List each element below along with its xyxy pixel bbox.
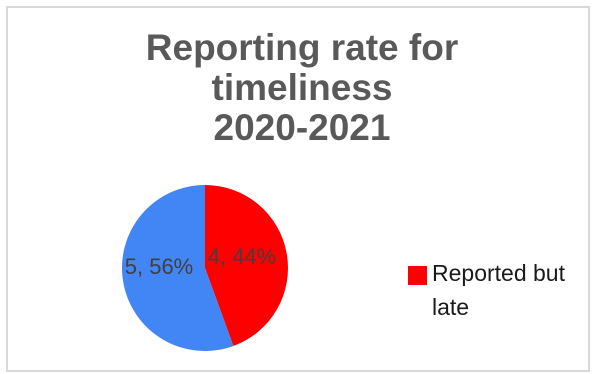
pie-data-label-2: 5, 56% (125, 254, 194, 279)
pie-data-label-1: 4, 44% (208, 244, 277, 269)
legend-swatch-reported-late (408, 266, 427, 285)
legend: Reported but late (402, 256, 582, 328)
title-line-2: timeliness (211, 67, 393, 108)
title-line-3: 2020-2021 (213, 107, 391, 148)
chart-title: Reporting rate for timeliness 2020-2021 (0, 28, 604, 148)
pie-slice-2 (121, 185, 234, 351)
title-line-1: Reporting rate for (145, 27, 459, 68)
pie-slice-1 (205, 185, 288, 346)
legend-label-reported-late: Reported but late (432, 260, 565, 320)
